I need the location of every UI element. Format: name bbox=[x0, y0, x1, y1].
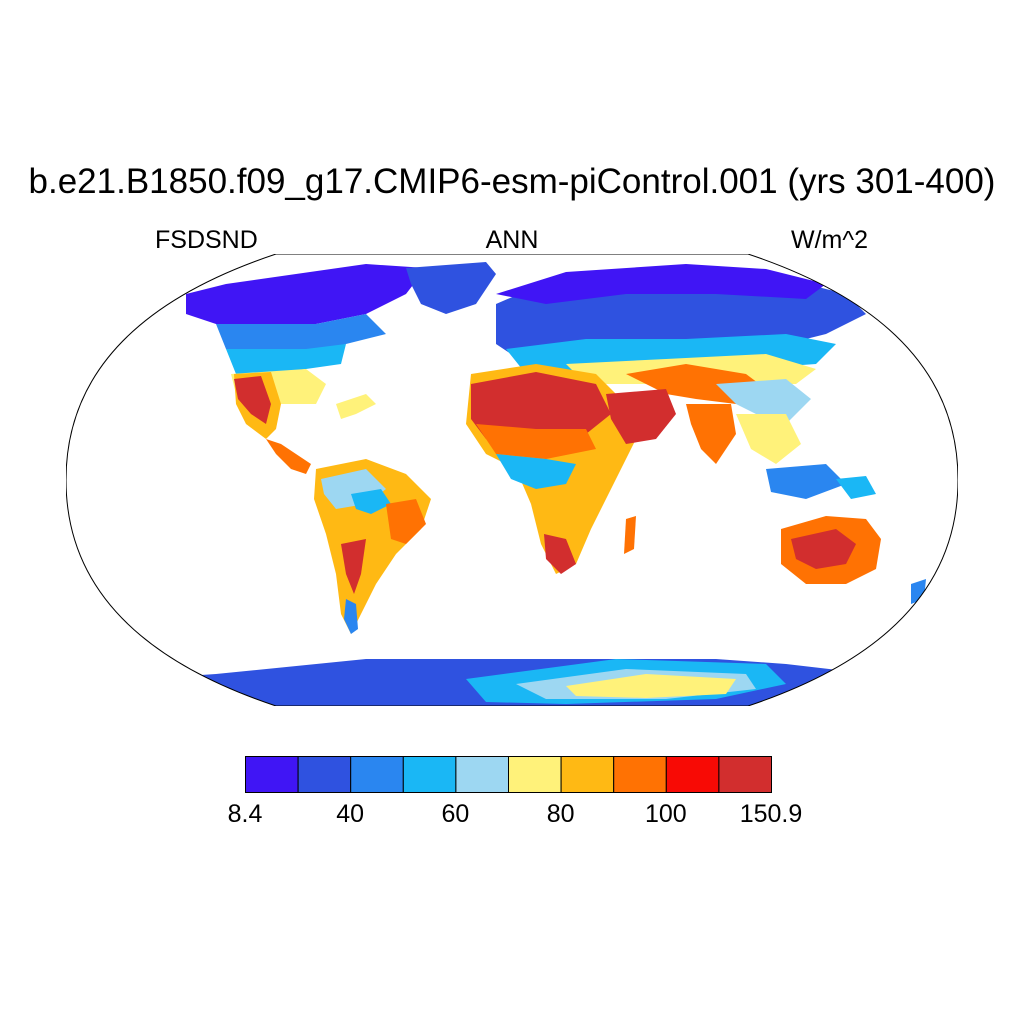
colorbar-swatch bbox=[665, 756, 720, 793]
africa-region bbox=[466, 364, 636, 574]
colorbar-swatch bbox=[245, 756, 299, 793]
colorbar bbox=[245, 756, 772, 793]
colorbar-swatch bbox=[508, 756, 562, 793]
colorbar-swatch bbox=[297, 756, 352, 793]
colorbar-tick-label: 40 bbox=[336, 800, 365, 828]
colorbar-swatch bbox=[402, 756, 457, 793]
south-america-region bbox=[314, 459, 431, 634]
colorbar-tick-label: 60 bbox=[441, 800, 470, 828]
season-label: ANN bbox=[485, 226, 539, 254]
australia-region bbox=[781, 516, 926, 604]
antarctica-region bbox=[66, 659, 958, 706]
south-asia-region bbox=[606, 389, 801, 464]
variable-label: FSDSND bbox=[155, 226, 258, 254]
world-map bbox=[66, 254, 958, 706]
maritime-continent-region bbox=[766, 464, 876, 499]
colorbar-tick-label: 150.9 bbox=[739, 800, 803, 828]
map-title: b.e21.B1850.f09_g17.CMIP6-esm-piControl.… bbox=[28, 162, 996, 201]
colorbar-swatch bbox=[560, 756, 615, 793]
colorbar-swatch bbox=[350, 756, 404, 793]
units-label: W/m^2 bbox=[790, 226, 868, 254]
colorbar-swatch bbox=[718, 756, 772, 793]
greenland-region bbox=[406, 262, 496, 314]
colorbar-tick-label: 100 bbox=[644, 800, 687, 828]
north-america-region bbox=[186, 264, 426, 474]
colorbar-tick-label: 8.4 bbox=[227, 800, 263, 828]
colorbar-tick-label: 80 bbox=[546, 800, 575, 828]
map-boundary bbox=[66, 254, 958, 706]
colorbar-swatch bbox=[455, 756, 509, 793]
eurasia-region bbox=[496, 264, 866, 424]
colorbar-swatch bbox=[613, 756, 667, 793]
